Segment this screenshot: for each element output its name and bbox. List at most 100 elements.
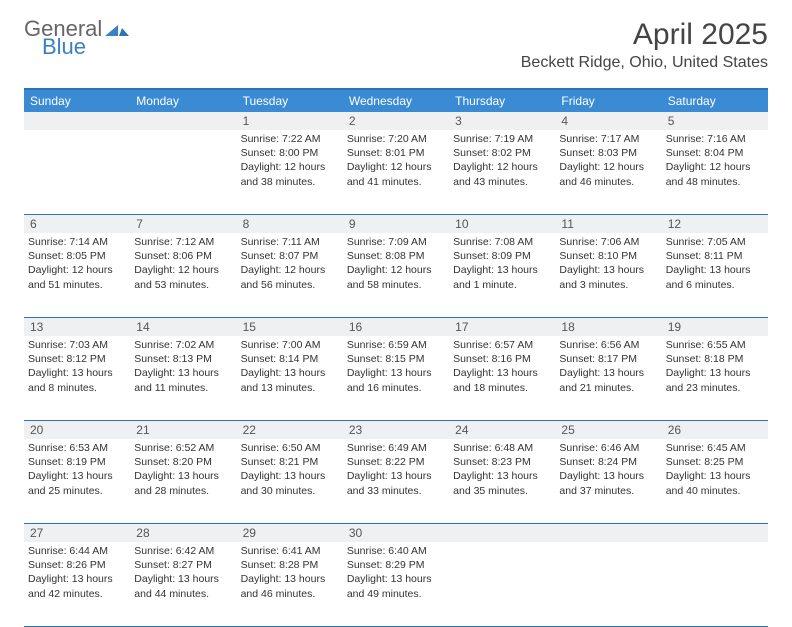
sunrise-text: Sunrise: 6:53 AM bbox=[28, 441, 126, 455]
sunset-text: Sunset: 8:19 PM bbox=[28, 455, 126, 469]
daynum-row: 27282930 bbox=[24, 524, 768, 542]
header: GeneralBlue April 2025 Beckett Ridge, Oh… bbox=[0, 0, 792, 80]
day-number: 14 bbox=[130, 318, 236, 336]
sunset-text: Sunset: 8:17 PM bbox=[559, 352, 657, 366]
daylight-text: Daylight: 13 hours and 13 minutes. bbox=[241, 366, 339, 394]
sunset-text: Sunset: 8:05 PM bbox=[28, 249, 126, 263]
weekday-col: Thursday bbox=[449, 90, 555, 112]
day-cell: Sunrise: 6:48 AMSunset: 8:23 PMDaylight:… bbox=[449, 439, 555, 523]
weekday-col: Monday bbox=[130, 90, 236, 112]
day-number: 8 bbox=[237, 215, 343, 233]
sunrise-text: Sunrise: 6:46 AM bbox=[559, 441, 657, 455]
sunset-text: Sunset: 8:01 PM bbox=[347, 146, 445, 160]
day-cell: Sunrise: 7:22 AMSunset: 8:00 PMDaylight:… bbox=[237, 130, 343, 214]
daylight-text: Daylight: 13 hours and 23 minutes. bbox=[666, 366, 764, 394]
sunset-text: Sunset: 8:11 PM bbox=[666, 249, 764, 263]
day-number: 15 bbox=[237, 318, 343, 336]
day-number: 3 bbox=[449, 112, 555, 130]
day-number: 30 bbox=[343, 524, 449, 542]
sunset-text: Sunset: 8:14 PM bbox=[241, 352, 339, 366]
page-title: April 2025 bbox=[521, 18, 768, 52]
empty-cell bbox=[24, 130, 130, 214]
location-subtitle: Beckett Ridge, Ohio, United States bbox=[521, 54, 768, 72]
day-cell: Sunrise: 6:53 AMSunset: 8:19 PMDaylight:… bbox=[24, 439, 130, 523]
sunrise-text: Sunrise: 6:59 AM bbox=[347, 338, 445, 352]
sunset-text: Sunset: 8:22 PM bbox=[347, 455, 445, 469]
day-number: 4 bbox=[555, 112, 661, 130]
title-block: April 2025 Beckett Ridge, Ohio, United S… bbox=[521, 18, 768, 72]
sunrise-text: Sunrise: 6:40 AM bbox=[347, 544, 445, 558]
sunrise-text: Sunrise: 7:20 AM bbox=[347, 132, 445, 146]
day-body-row: Sunrise: 7:14 AMSunset: 8:05 PMDaylight:… bbox=[24, 233, 768, 317]
sunrise-text: Sunrise: 7:16 AM bbox=[666, 132, 764, 146]
sunset-text: Sunset: 8:25 PM bbox=[666, 455, 764, 469]
daylight-text: Daylight: 13 hours and 18 minutes. bbox=[453, 366, 551, 394]
sunset-text: Sunset: 8:06 PM bbox=[134, 249, 232, 263]
sunrise-text: Sunrise: 7:14 AM bbox=[28, 235, 126, 249]
sunset-text: Sunset: 8:13 PM bbox=[134, 352, 232, 366]
daylight-text: Daylight: 12 hours and 46 minutes. bbox=[559, 160, 657, 188]
day-number: 17 bbox=[449, 318, 555, 336]
daynum-row: 20212223242526 bbox=[24, 421, 768, 439]
daylight-text: Daylight: 13 hours and 40 minutes. bbox=[666, 469, 764, 497]
day-number: 20 bbox=[24, 421, 130, 439]
sunset-text: Sunset: 8:23 PM bbox=[453, 455, 551, 469]
weekday-col: Saturday bbox=[662, 90, 768, 112]
empty-cell bbox=[130, 130, 236, 214]
sunrise-text: Sunrise: 6:57 AM bbox=[453, 338, 551, 352]
sunset-text: Sunset: 8:29 PM bbox=[347, 558, 445, 572]
day-cell: Sunrise: 7:16 AMSunset: 8:04 PMDaylight:… bbox=[662, 130, 768, 214]
day-cell: Sunrise: 6:52 AMSunset: 8:20 PMDaylight:… bbox=[130, 439, 236, 523]
sunset-text: Sunset: 8:03 PM bbox=[559, 146, 657, 160]
day-number: 28 bbox=[130, 524, 236, 542]
sunset-text: Sunset: 8:15 PM bbox=[347, 352, 445, 366]
sunset-text: Sunset: 8:28 PM bbox=[241, 558, 339, 572]
day-number: 7 bbox=[130, 215, 236, 233]
daylight-text: Daylight: 13 hours and 21 minutes. bbox=[559, 366, 657, 394]
daylight-text: Daylight: 12 hours and 56 minutes. bbox=[241, 263, 339, 291]
daylight-text: Daylight: 12 hours and 53 minutes. bbox=[134, 263, 232, 291]
day-cell: Sunrise: 6:49 AMSunset: 8:22 PMDaylight:… bbox=[343, 439, 449, 523]
sunset-text: Sunset: 8:12 PM bbox=[28, 352, 126, 366]
sunset-text: Sunset: 8:26 PM bbox=[28, 558, 126, 572]
day-body-row: Sunrise: 7:03 AMSunset: 8:12 PMDaylight:… bbox=[24, 336, 768, 420]
sunrise-text: Sunrise: 7:17 AM bbox=[559, 132, 657, 146]
daylight-text: Daylight: 12 hours and 51 minutes. bbox=[28, 263, 126, 291]
calendar-week: 20212223242526Sunrise: 6:53 AMSunset: 8:… bbox=[24, 421, 768, 524]
day-number: 10 bbox=[449, 215, 555, 233]
daylight-text: Daylight: 13 hours and 8 minutes. bbox=[28, 366, 126, 394]
daylight-text: Daylight: 13 hours and 28 minutes. bbox=[134, 469, 232, 497]
weekday-col: Sunday bbox=[24, 90, 130, 112]
day-number: 6 bbox=[24, 215, 130, 233]
day-number: 27 bbox=[24, 524, 130, 542]
sunrise-text: Sunrise: 6:52 AM bbox=[134, 441, 232, 455]
sunrise-text: Sunrise: 7:05 AM bbox=[666, 235, 764, 249]
sunrise-text: Sunrise: 6:48 AM bbox=[453, 441, 551, 455]
day-number: 9 bbox=[343, 215, 449, 233]
day-number: 13 bbox=[24, 318, 130, 336]
sunrise-text: Sunrise: 6:42 AM bbox=[134, 544, 232, 558]
daylight-text: Daylight: 13 hours and 1 minute. bbox=[453, 263, 551, 291]
day-number: 2 bbox=[343, 112, 449, 130]
calendar-week: 6789101112Sunrise: 7:14 AMSunset: 8:05 P… bbox=[24, 215, 768, 318]
day-cell: Sunrise: 7:11 AMSunset: 8:07 PMDaylight:… bbox=[237, 233, 343, 317]
day-number: 19 bbox=[662, 318, 768, 336]
daylight-text: Daylight: 13 hours and 42 minutes. bbox=[28, 572, 126, 600]
daylight-text: Daylight: 12 hours and 41 minutes. bbox=[347, 160, 445, 188]
day-number: 26 bbox=[662, 421, 768, 439]
day-number: 21 bbox=[130, 421, 236, 439]
sunrise-text: Sunrise: 6:49 AM bbox=[347, 441, 445, 455]
weekday-col: Tuesday bbox=[237, 90, 343, 112]
day-cell: Sunrise: 6:45 AMSunset: 8:25 PMDaylight:… bbox=[662, 439, 768, 523]
calendar-week: 13141516171819Sunrise: 7:03 AMSunset: 8:… bbox=[24, 318, 768, 421]
day-cell: Sunrise: 7:12 AMSunset: 8:06 PMDaylight:… bbox=[130, 233, 236, 317]
brand-part2: Blue bbox=[42, 36, 129, 58]
daylight-text: Daylight: 12 hours and 48 minutes. bbox=[666, 160, 764, 188]
day-cell: Sunrise: 6:40 AMSunset: 8:29 PMDaylight:… bbox=[343, 542, 449, 626]
weekday-col: Wednesday bbox=[343, 90, 449, 112]
sunset-text: Sunset: 8:08 PM bbox=[347, 249, 445, 263]
daylight-text: Daylight: 13 hours and 11 minutes. bbox=[134, 366, 232, 394]
empty-cell bbox=[449, 542, 555, 626]
daylight-text: Daylight: 13 hours and 44 minutes. bbox=[134, 572, 232, 600]
sunset-text: Sunset: 8:21 PM bbox=[241, 455, 339, 469]
